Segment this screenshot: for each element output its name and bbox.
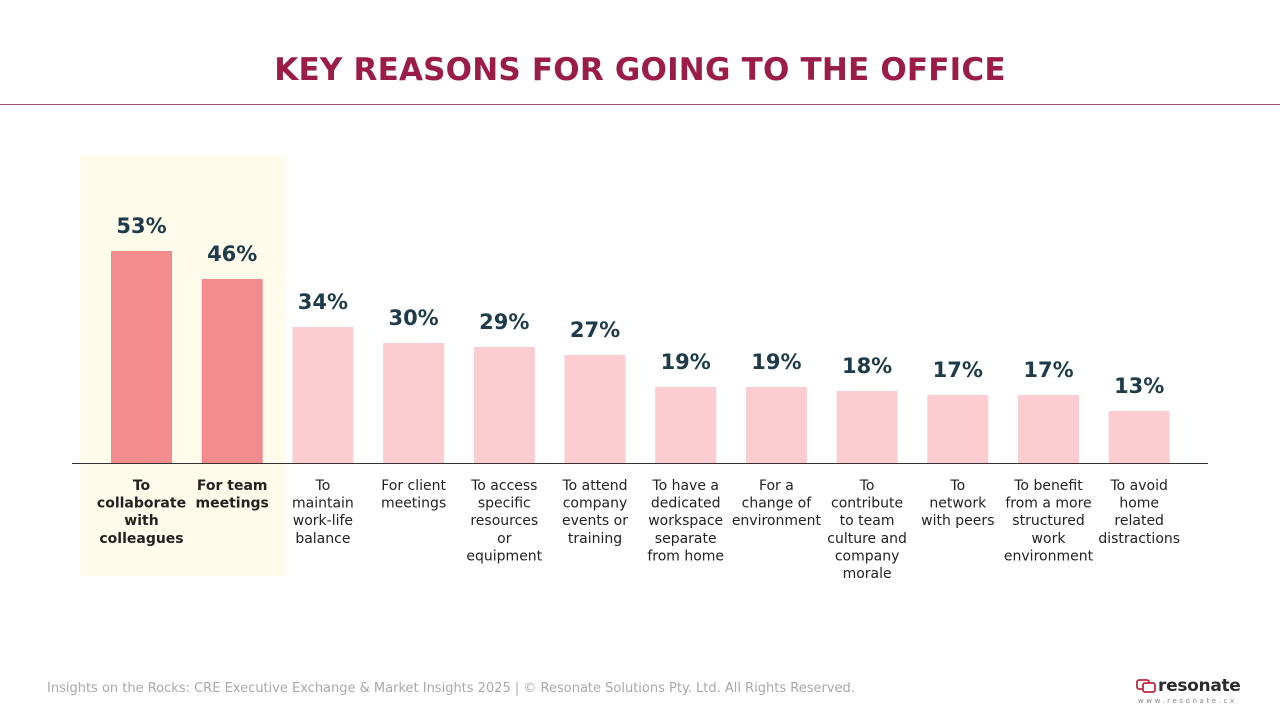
category-label-12: To avoid home related distractions — [1098, 478, 1180, 547]
category-labels-group: To collaborate with colleagues For team meeti… — [97, 478, 1180, 582]
title-divider — [0, 104, 1280, 105]
value-label-1: 53% — [116, 214, 166, 238]
chat-bubbles-icon — [1136, 679, 1156, 693]
bar-9 — [836, 391, 898, 463]
value-label-8: 19% — [751, 350, 801, 374]
category-label-7: To have a dedicated workspace separate from … — [647, 478, 724, 564]
resonate-logo[interactable]: resonate www.resonate.cx — [1136, 676, 1246, 708]
bar-8 — [745, 387, 807, 463]
page-title: KEY REASONS FOR GOING TO THE OFFICE — [274, 52, 1006, 88]
category-label-10: To network with peers — [921, 478, 994, 529]
category-label-11: To benefit from a more structured work envir… — [1004, 478, 1094, 564]
category-label-6: To attend company events or training — [561, 478, 628, 547]
logo-wordmark: resonate — [1158, 676, 1241, 696]
category-label-2: For team meetings — [196, 478, 269, 512]
category-label-4: For client meetings — [381, 478, 447, 512]
bar-11 — [1018, 395, 1079, 463]
value-label-3: 34% — [298, 290, 348, 314]
value-label-9: 18% — [842, 354, 892, 378]
value-label-12: 13% — [1114, 374, 1164, 398]
bar-5 — [473, 347, 535, 463]
value-label-11: 17% — [1023, 358, 1073, 382]
logo-url: www.resonate.cx — [1138, 697, 1237, 705]
value-label-10: 17% — [933, 358, 983, 382]
bar-10 — [927, 395, 989, 463]
bar-1 — [111, 251, 172, 463]
bar-7 — [655, 387, 717, 463]
value-label-6: 27% — [570, 318, 620, 342]
bar-2 — [201, 279, 263, 463]
value-label-7: 19% — [661, 350, 711, 374]
bar-3 — [292, 327, 354, 463]
category-label-8: For a change of environment — [732, 478, 822, 529]
category-label-1: To collaborate with colleagues — [97, 478, 186, 547]
category-label-9: To contribute to team culture and company mor… — [827, 478, 907, 582]
value-labels-group: 53% 46% 34% 30% 29% 27% 19% 19% 18% 17% 17% 13% — [116, 214, 1164, 398]
bars-group — [111, 251, 1170, 463]
value-label-4: 30% — [388, 306, 438, 330]
bar-12 — [1108, 411, 1170, 463]
value-label-5: 29% — [479, 310, 529, 334]
bar-6 — [564, 355, 626, 463]
value-label-2: 46% — [207, 242, 257, 266]
bar-4 — [383, 343, 445, 463]
category-label-5: To access specific resources or equipment — [466, 478, 542, 564]
category-label-3: To maintain work-life balance — [292, 478, 354, 547]
footer-copyright: Insights on the Rocks: CRE Executive Exc… — [47, 681, 855, 696]
